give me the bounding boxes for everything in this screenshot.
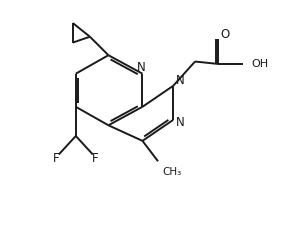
Text: CH₃: CH₃ (162, 167, 181, 177)
Text: N: N (137, 61, 146, 74)
Text: F: F (53, 152, 60, 165)
Text: F: F (92, 152, 98, 165)
Text: OH: OH (252, 59, 269, 69)
Text: O: O (220, 28, 230, 41)
Text: N: N (176, 116, 185, 129)
Text: N: N (175, 74, 184, 86)
